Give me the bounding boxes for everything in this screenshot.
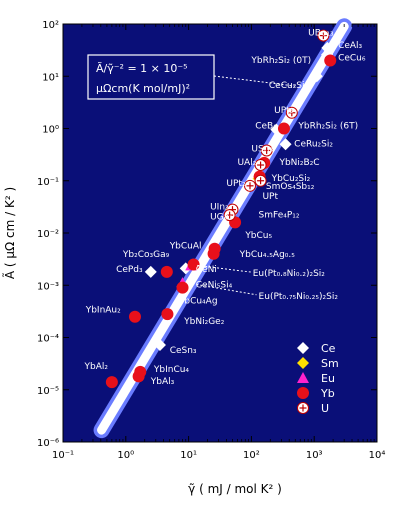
data-point-yb: [105, 376, 118, 389]
legend-marker-sm: [297, 357, 309, 369]
data-point-ce: [310, 70, 323, 83]
compound-label: YbAl₃: [150, 377, 175, 387]
compound-label: CeCu₂Si₂: [269, 81, 309, 91]
compound-label: UGa₃: [210, 213, 233, 223]
ratio-annotation: Ã/γ̃⁻² = 1 × 10⁻⁵ μΩcm(K mol/mJ)²: [87, 54, 296, 100]
compound-label: CeNi: [196, 265, 217, 275]
compound-label: UBe₁₃: [308, 29, 334, 39]
label-pointer: [197, 264, 251, 273]
y-axis-label: Ã ( μΩ cm / K² ): [2, 187, 17, 279]
data-point-ce: [321, 41, 334, 54]
legend-label-ce: Ce: [321, 342, 336, 355]
compound-label: CeSn₃: [170, 346, 197, 356]
compound-label: CeNi₅Si₄: [196, 281, 233, 291]
compound-label: Eu(Pt₀.₈Ni₀.₂)₂Si₂: [253, 269, 326, 279]
data-point-u: [317, 29, 330, 42]
data-point-u: [254, 159, 267, 172]
legend-marker-yb: [297, 387, 309, 399]
compound-label: YbCu₅: [244, 231, 272, 241]
legend: Ce Sm Eu Yb U: [297, 342, 339, 415]
compound-label: YbCuAl: [169, 242, 202, 252]
compound-label: YbRh₂Si₂ (6T): [297, 122, 358, 132]
point-labels: UBe₁₃ CeAl₃ CeCu₆ YbRh₂Si₂ (0T) CeCu₂Si₂ UPt₃…: [84, 29, 366, 387]
legend-marker-ce: [297, 342, 309, 354]
annotation-line1: Ã/γ̃⁻² = 1 × 10⁻⁵: [96, 62, 188, 75]
y-tick-label: 10²: [42, 20, 59, 31]
legend-marker-u: [297, 402, 309, 414]
compound-label: YbRh₂Si₂ (0T): [250, 56, 311, 66]
data-point-yb: [187, 258, 200, 271]
x-axis-label: γ̃ ( mJ / mol K² ): [188, 482, 282, 496]
y-tick-label: 10⁻⁵: [37, 386, 59, 397]
label-pointer: [188, 282, 257, 296]
data-point-ce: [144, 265, 157, 278]
x-tick-label: 10³: [306, 450, 323, 461]
compound-label: CeAl₃: [338, 41, 362, 51]
compound-label: CeB₆: [255, 122, 277, 132]
reference-line: [97, 21, 349, 435]
legend-label-sm: Sm: [321, 357, 339, 370]
data-point-ce: [153, 338, 166, 351]
compound-label: UAl₂: [237, 158, 256, 168]
x-tick-label: 10⁻¹: [52, 450, 74, 461]
compound-label: USn₃: [251, 145, 273, 155]
y-tick-label: 10¹: [42, 72, 59, 83]
axis-ticks: 10⁻¹ 10⁰ 10¹ 10² 10³ 10⁴ 10⁻⁶ 10⁻⁵ 10⁻⁴ 10⁻³ 10⁻² 1…: [37, 20, 385, 461]
compound-label: YbCu₄Ag: [178, 296, 218, 306]
data-point-yb: [132, 370, 145, 383]
compound-label: CeRu₂Si₂: [294, 140, 333, 150]
compound-label: UPt₃: [274, 106, 294, 116]
y-tick-label: 10⁻⁴: [37, 334, 59, 345]
compound-label: SmOs₄Sb₁₂: [266, 182, 315, 192]
compound-label: UPt₂: [226, 179, 246, 189]
compound-label: YbCu₂Si₂: [271, 174, 311, 184]
x-tick-label: 10¹: [180, 450, 197, 461]
data-point-u: [223, 209, 236, 222]
data-point-yb: [160, 265, 173, 278]
legend-marker-eu: [297, 372, 309, 383]
data-point-u: [285, 106, 298, 119]
y-tick-label: 10⁻²: [37, 229, 59, 240]
compound-label: UPt: [262, 192, 278, 202]
compound-label: YbNi₂Ge₂: [183, 317, 225, 327]
y-tick-label: 10⁻⁶: [37, 438, 59, 449]
compound-label: SmFe₄P₁₂: [259, 210, 300, 220]
reference-line-layer: [93, 18, 353, 439]
legend-label-u: U: [321, 402, 329, 415]
data-point-yb: [128, 310, 141, 323]
compound-label: YbNi₂B₂C: [278, 158, 319, 168]
x-tick-label: 10⁴: [369, 450, 386, 461]
data-point-yb: [324, 54, 337, 67]
compound-label: YbAl₂: [84, 362, 109, 372]
compound-label: UIn₃: [210, 203, 229, 213]
data-point-ce: [279, 138, 292, 151]
compound-label: CePd₃: [116, 265, 143, 275]
data-point-u: [260, 144, 273, 157]
data-point-yb: [176, 281, 189, 294]
annotation-line2: μΩcm(K mol/mJ)²: [96, 82, 190, 95]
x-tick-label: 10²: [243, 450, 260, 461]
data-point-yb: [161, 308, 174, 321]
data-point-u: [254, 174, 267, 187]
legend-label-yb: Yb: [320, 387, 335, 400]
compound-label: Yb₂Co₃Ga₉: [122, 250, 170, 260]
y-tick-label: 10⁻¹: [37, 177, 59, 188]
y-tick-label: 10⁰: [42, 125, 59, 136]
y-tick-label: 10⁻³: [37, 281, 59, 292]
x-tick-label: 10⁰: [117, 450, 134, 461]
data-points: [105, 29, 337, 389]
legend-label-eu: Eu: [321, 372, 335, 385]
compound-label: YbInAu₂: [85, 306, 121, 316]
compound-label: Eu(Pt₀.₇₅Ni₀.₂₅)₂Si₂: [259, 292, 339, 302]
data-point-u: [244, 179, 257, 192]
compound-label: CeCu₆: [338, 54, 366, 64]
compound-label: YbCu₄.₅Ag₀.₅: [239, 250, 296, 260]
compound-label: YbInCu₄: [153, 365, 190, 375]
data-point-yb: [207, 247, 220, 260]
data-point-yb: [277, 122, 290, 135]
